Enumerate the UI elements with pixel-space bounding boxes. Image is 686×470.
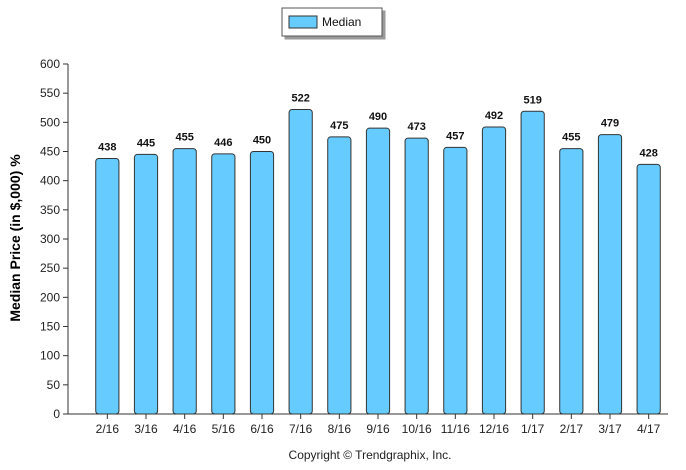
x-tick-label: 9/16 — [366, 422, 390, 436]
bar-8-16 — [327, 136, 352, 415]
bar-3-16 — [133, 153, 159, 415]
bar-value-label: 455 — [175, 132, 193, 144]
x-tick-label: 1/17 — [521, 422, 545, 436]
y-tick-label: 200 — [40, 290, 60, 304]
y-tick-label: 600 — [40, 57, 60, 71]
bar-10-16 — [404, 137, 429, 415]
y-tick-label: 100 — [40, 349, 60, 363]
bar-value-label: 492 — [485, 110, 503, 122]
bar-12-16 — [481, 126, 507, 415]
y-axis-label: Median Price (in $,000) % — [7, 154, 23, 322]
bar-6-16 — [249, 151, 275, 415]
bar-value-label: 455 — [562, 132, 580, 144]
y-tick-label: 50 — [47, 378, 61, 392]
y-tick-label: 350 — [40, 203, 60, 217]
bar-value-label: 475 — [330, 120, 348, 132]
x-axis-ticks: 2/16 3/16 4/16 5/16 6/16 7/16 8/16 9/16 10/16 11/… — [96, 414, 661, 436]
x-tick-label: 4/16 — [173, 422, 197, 436]
bar-value-label: 428 — [639, 147, 657, 159]
x-tick-label: 3/17 — [598, 422, 622, 436]
bars: 438 445 455 446 450 522 475 490 473 457 492 519 455 4… — [95, 93, 661, 415]
bar-value-label: 522 — [291, 93, 309, 105]
x-tick-label: 3/16 — [134, 422, 158, 436]
x-tick-label: 2/16 — [96, 422, 120, 436]
copyright-text: Copyright © Trendgraphix, Inc. — [289, 448, 452, 462]
bar-value-label: 519 — [523, 94, 541, 106]
bar-11-16 — [443, 146, 468, 415]
bar-4-17 — [636, 163, 661, 415]
x-tick-label: 8/16 — [328, 422, 352, 436]
bar-value-label: 490 — [369, 111, 387, 123]
y-tick-label: 550 — [40, 86, 60, 100]
x-tick-label: 6/16 — [250, 422, 274, 436]
bar-9-16 — [365, 127, 391, 415]
bar-value-label: 457 — [446, 130, 464, 142]
bar-1-17 — [520, 110, 545, 415]
y-tick-label: 250 — [40, 261, 60, 275]
x-tick-label: 10/16 — [402, 422, 432, 436]
bar-2-16 — [95, 158, 120, 415]
x-tick-label: 5/16 — [212, 422, 236, 436]
y-tick-label: 300 — [40, 232, 60, 246]
bar-value-label: 438 — [98, 142, 116, 154]
bar-value-label: 450 — [253, 135, 271, 147]
x-tick-label: 4/17 — [637, 422, 661, 436]
bar-value-label: 473 — [407, 121, 425, 133]
y-tick-label: 500 — [40, 115, 60, 129]
bar-2-17 — [559, 148, 584, 415]
x-tick-label: 12/16 — [479, 422, 509, 436]
y-tick-label: 450 — [40, 145, 60, 159]
bar-7-16 — [288, 109, 313, 415]
bar-3-17 — [597, 134, 623, 415]
bar-value-label: 445 — [137, 137, 155, 149]
bar-value-label: 446 — [214, 137, 232, 149]
x-tick-label: 7/16 — [289, 422, 313, 436]
legend: Median — [281, 7, 383, 37]
bar-4-16 — [172, 148, 197, 415]
x-tick-label: 11/16 — [441, 422, 470, 436]
y-tick-label: 400 — [40, 174, 60, 188]
y-tick-label: 150 — [40, 320, 60, 334]
legend-label: Median — [322, 15, 361, 29]
legend-swatch — [288, 15, 318, 29]
x-tick-label: 2/17 — [560, 422, 584, 436]
y-tick-label: 0 — [53, 407, 60, 421]
y-axis-ticks: 0 50 100 150 200 250 300 350 400 450 500 550 600 — [40, 57, 68, 421]
bar-value-label: 479 — [601, 118, 619, 130]
bar-5-16 — [211, 153, 236, 415]
